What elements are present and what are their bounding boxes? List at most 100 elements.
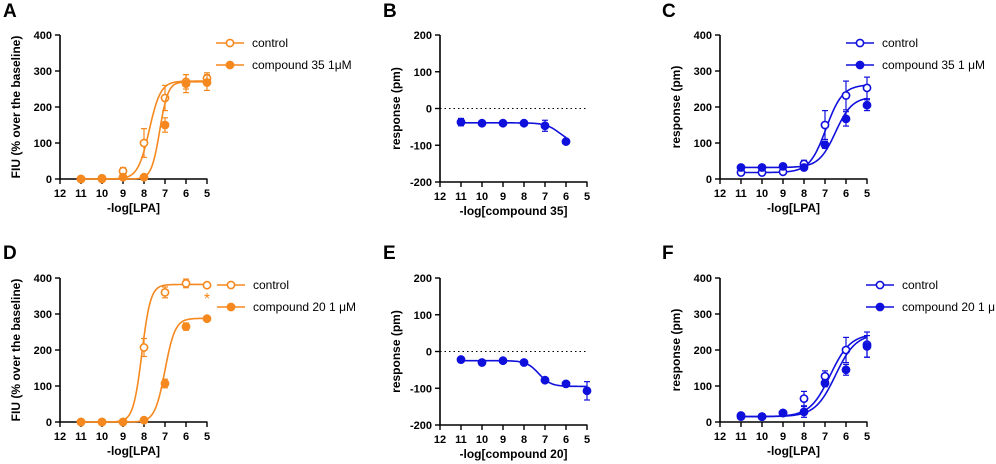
data-point	[477, 358, 487, 367]
data-point	[139, 172, 149, 182]
x-tick-label: 5	[204, 188, 210, 200]
data-point	[202, 314, 212, 324]
y-axis-title: FIU (% over the baseline)	[9, 279, 23, 422]
x-tick-label: 11	[455, 191, 467, 203]
x-tick-label: 9	[780, 188, 786, 200]
legend-marker	[855, 60, 865, 70]
y-tick-label: 100	[414, 67, 432, 79]
y-tick-label: 0	[46, 417, 52, 429]
x-tick-label: 9	[120, 431, 126, 443]
x-tick-label: 10	[476, 434, 488, 446]
data-point	[139, 138, 149, 148]
data-point	[582, 386, 592, 396]
panel-letter: E	[383, 243, 396, 264]
y-tick-label: 400	[34, 273, 52, 285]
y-tick-label: 0	[706, 417, 712, 429]
y-tick-label: -100	[410, 140, 432, 152]
legend-label: control	[252, 36, 288, 50]
x-tick-label: 7	[162, 431, 168, 443]
panel-letter: B	[383, 1, 397, 22]
y-tick-label: 200	[414, 273, 432, 285]
x-axis-title: -log[LPA]	[767, 444, 820, 458]
significance-star: *	[204, 291, 210, 308]
y-tick-label: 200	[694, 102, 712, 114]
x-axis-title: -log[LPA]	[107, 201, 160, 215]
x-tick-label: 9	[120, 188, 126, 200]
y-tick-label: 100	[414, 310, 432, 322]
y-tick-label: 200	[694, 345, 712, 357]
x-tick-label: 7	[822, 431, 828, 443]
data-point	[757, 163, 767, 172]
x-tick-label: 12	[54, 431, 66, 443]
x-axis-title: -log[compound 20]	[460, 447, 568, 461]
legend: control compound 35 1 μM	[846, 36, 985, 72]
data-point	[97, 174, 107, 184]
x-tick-label: 11	[735, 188, 747, 200]
y-axis-title: response (pm)	[669, 66, 683, 149]
panel-letter: D	[3, 243, 17, 264]
x-axis-title: -log[LPA]	[107, 444, 160, 458]
x-tick-label: 12	[714, 188, 726, 200]
x-tick-label: 5	[864, 431, 870, 443]
data-point	[778, 408, 788, 418]
legend-label: compound 20 1 μM	[902, 300, 996, 314]
data-point	[862, 83, 872, 93]
x-axis-title: -log[LPA]	[767, 201, 820, 215]
x-tick-label: 5	[864, 188, 870, 200]
data-point	[841, 365, 851, 375]
x-tick-label: 6	[843, 431, 849, 443]
x-tick-label: 10	[96, 188, 108, 200]
legend-label: compound 35 1μM	[252, 58, 352, 72]
data-point	[820, 120, 830, 130]
y-tick-label: -200	[410, 177, 432, 189]
data-point	[757, 412, 767, 421]
panel-c: C 0 100 200 300 400 12 11 10 9 8 7 6 5 -log[LPA] respon…	[662, 1, 985, 215]
x-tick-label: 12	[54, 188, 66, 200]
x-tick-label: 9	[780, 431, 786, 443]
y-tick-label: 100	[34, 381, 52, 393]
x-tick-label: 7	[822, 188, 828, 200]
x-tick-label: 8	[801, 431, 807, 443]
data-point	[540, 375, 550, 385]
data-point	[202, 280, 212, 290]
data-point	[820, 140, 830, 150]
data-point	[862, 341, 872, 351]
data-point	[160, 287, 170, 297]
legend: control compound 35 1μM	[216, 36, 352, 72]
data-point	[181, 79, 191, 88]
data-point	[862, 100, 872, 110]
fit-curve	[741, 97, 868, 169]
x-tick-label: 9	[500, 434, 506, 446]
x-tick-label: 11	[75, 188, 87, 200]
data-point	[160, 379, 170, 388]
data-point	[202, 78, 212, 87]
series-control	[76, 278, 212, 427]
panel-d: D 0 100 200 300 400 12 11 10 9 8 7 6 5 -log[LPA] FIU (%…	[3, 243, 356, 458]
y-tick-label: 400	[694, 30, 712, 42]
y-tick-label: -100	[410, 383, 432, 395]
x-tick-label: 5	[204, 431, 210, 443]
y-tick-label: 100	[694, 138, 712, 150]
data-point	[456, 117, 466, 127]
series-treated	[76, 73, 212, 184]
x-tick-label: 6	[183, 188, 189, 200]
data-point	[736, 163, 746, 172]
x-tick-label: 6	[843, 188, 849, 200]
legend-marker	[225, 60, 235, 70]
y-tick-label: 300	[694, 66, 712, 78]
legend-marker	[225, 38, 235, 48]
x-tick-label: 10	[476, 191, 488, 203]
legend-label: control	[902, 278, 938, 292]
data-point	[799, 163, 809, 172]
y-axis-title: response (pm)	[669, 309, 683, 392]
x-tick-label: 7	[542, 191, 548, 203]
y-tick-label: -200	[410, 420, 432, 432]
data-point	[76, 174, 86, 184]
y-tick-label: 300	[694, 309, 712, 321]
y-tick-label: 200	[34, 102, 52, 114]
data-point	[498, 356, 508, 366]
legend-label: control	[253, 278, 289, 292]
y-tick-label: 0	[426, 347, 432, 359]
y-tick-label: 100	[34, 138, 52, 150]
